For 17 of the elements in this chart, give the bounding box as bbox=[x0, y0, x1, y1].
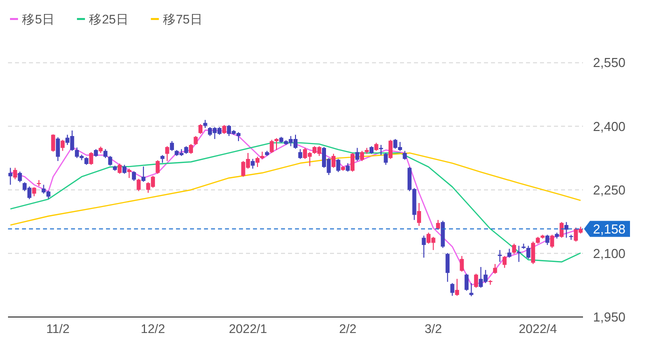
x-tick-label: 2022/4 bbox=[518, 322, 558, 336]
x-tick-label: 2/2 bbox=[339, 322, 356, 336]
ref-line-label: 2,158 bbox=[593, 221, 626, 236]
y-tick-label: 2,400 bbox=[593, 118, 626, 134]
x-tick-label: 12/2 bbox=[140, 322, 166, 336]
x-tick-label: 2022/1 bbox=[228, 322, 268, 336]
y-tick-label: 1,950 bbox=[593, 310, 626, 324]
y-tick-label: 2,250 bbox=[593, 182, 626, 198]
line-series bbox=[10, 142, 582, 262]
x-tick-label: 3/2 bbox=[424, 322, 442, 336]
y-tick-label: 2,100 bbox=[593, 246, 626, 261]
legend-label: 移75日 bbox=[162, 12, 203, 26]
line-series bbox=[10, 152, 582, 226]
x-tick-label: 11/2 bbox=[46, 322, 70, 336]
legend-label: 移5日 bbox=[22, 12, 55, 26]
y-tick-label: 2,550 bbox=[593, 55, 626, 70]
legend-label: 移25日 bbox=[88, 12, 129, 26]
